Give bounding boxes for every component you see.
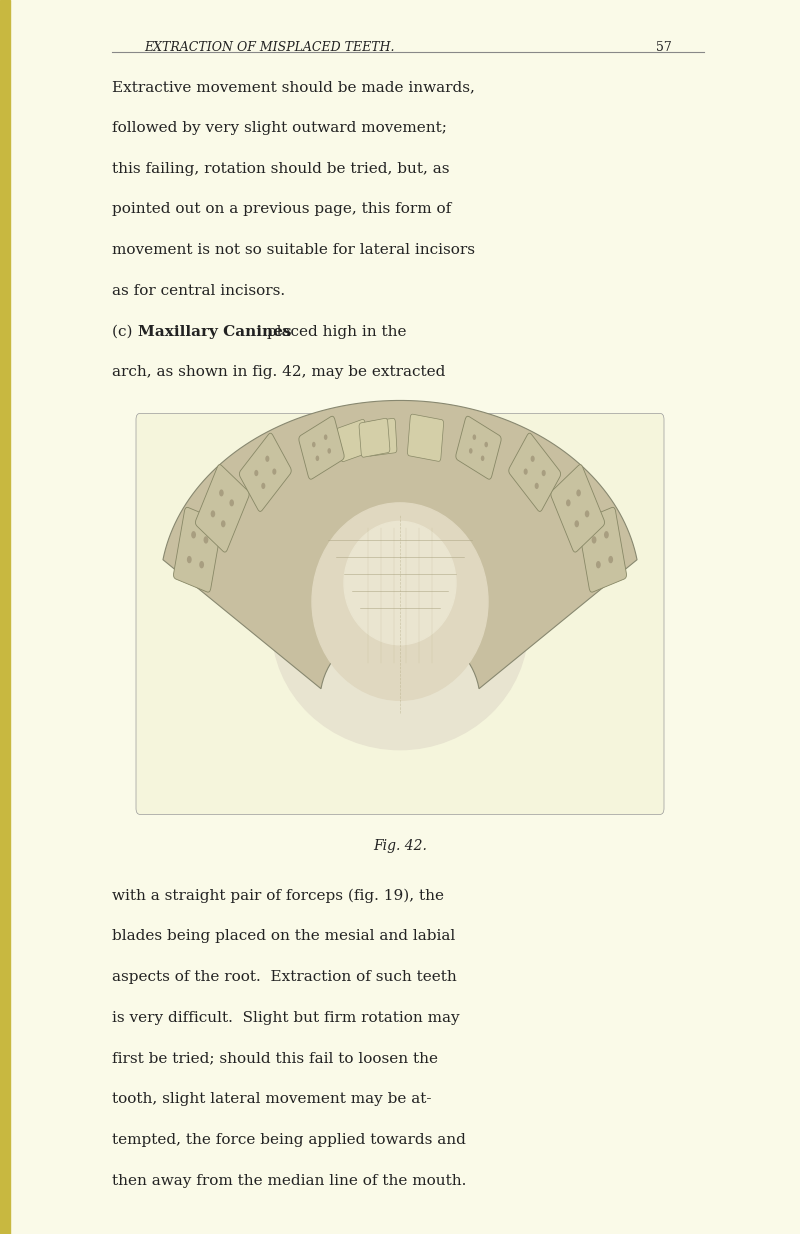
Ellipse shape (566, 500, 570, 506)
Text: then away from the median line of the mouth.: then away from the median line of the mo… (112, 1174, 466, 1187)
Text: followed by very slight outward movement;: followed by very slight outward movement… (112, 121, 447, 135)
FancyBboxPatch shape (407, 415, 444, 462)
Ellipse shape (574, 521, 579, 527)
Text: Maxillary Canines: Maxillary Canines (138, 325, 291, 338)
Ellipse shape (592, 537, 597, 544)
FancyBboxPatch shape (136, 413, 664, 814)
Text: EXTRACTION OF MISPLACED TEETH.: EXTRACTION OF MISPLACED TEETH. (144, 41, 394, 54)
Ellipse shape (312, 442, 315, 448)
Ellipse shape (230, 500, 234, 506)
Ellipse shape (191, 531, 196, 538)
Ellipse shape (481, 455, 485, 462)
FancyBboxPatch shape (359, 418, 390, 458)
Ellipse shape (315, 455, 319, 462)
Ellipse shape (534, 482, 538, 489)
Ellipse shape (210, 511, 215, 517)
Text: Fig. 42.: Fig. 42. (373, 839, 427, 853)
Ellipse shape (266, 455, 270, 462)
Text: with a straight pair of forceps (fig. 19), the: with a straight pair of forceps (fig. 19… (112, 888, 444, 903)
Ellipse shape (585, 511, 590, 517)
Ellipse shape (530, 455, 534, 462)
Text: first be tried; should this fail to loosen the: first be tried; should this fail to loos… (112, 1051, 438, 1065)
Text: pointed out on a previous page, this form of: pointed out on a previous page, this for… (112, 202, 451, 216)
Text: arch, as shown in fig. 42, may be extracted: arch, as shown in fig. 42, may be extrac… (112, 365, 446, 379)
Ellipse shape (219, 490, 224, 496)
Text: placed high in the: placed high in the (262, 325, 406, 338)
Ellipse shape (344, 521, 456, 645)
Ellipse shape (312, 503, 488, 701)
Text: aspects of the root.  Extraction of such teeth: aspects of the root. Extraction of such … (112, 970, 457, 983)
FancyBboxPatch shape (174, 507, 222, 592)
FancyBboxPatch shape (509, 433, 561, 511)
Ellipse shape (203, 537, 208, 544)
Ellipse shape (576, 490, 581, 496)
Text: tooth, slight lateral movement may be at-: tooth, slight lateral movement may be at… (112, 1092, 431, 1106)
Text: 57: 57 (656, 41, 672, 54)
Ellipse shape (272, 469, 276, 475)
Text: as for central incisors.: as for central incisors. (112, 284, 285, 297)
Text: Extractive movement should be made inwards,: Extractive movement should be made inwar… (112, 80, 475, 94)
FancyBboxPatch shape (456, 416, 501, 479)
Ellipse shape (324, 434, 327, 441)
Ellipse shape (272, 503, 528, 750)
FancyBboxPatch shape (551, 464, 605, 552)
Ellipse shape (473, 434, 476, 441)
Ellipse shape (524, 469, 528, 475)
Text: (c): (c) (112, 325, 138, 338)
Ellipse shape (327, 448, 331, 454)
Polygon shape (163, 401, 637, 689)
Text: tempted, the force being applied towards and: tempted, the force being applied towards… (112, 1133, 466, 1146)
Ellipse shape (542, 470, 546, 476)
FancyBboxPatch shape (239, 433, 291, 511)
FancyBboxPatch shape (366, 418, 397, 457)
Text: this failing, rotation should be tried, but, as: this failing, rotation should be tried, … (112, 162, 450, 175)
Ellipse shape (221, 521, 226, 527)
FancyBboxPatch shape (337, 420, 369, 462)
FancyBboxPatch shape (195, 464, 249, 552)
Ellipse shape (254, 470, 258, 476)
Ellipse shape (604, 531, 609, 538)
FancyBboxPatch shape (299, 416, 344, 479)
Ellipse shape (262, 482, 266, 489)
Ellipse shape (485, 442, 488, 448)
Bar (0, 0, 10, 1234)
Text: movement is not so suitable for lateral incisors: movement is not so suitable for lateral … (112, 243, 475, 257)
FancyBboxPatch shape (578, 507, 626, 592)
Ellipse shape (187, 555, 192, 563)
Ellipse shape (469, 448, 473, 454)
Ellipse shape (608, 555, 613, 563)
Ellipse shape (199, 561, 204, 569)
Text: is very difficult.  Slight but firm rotation may: is very difficult. Slight but firm rotat… (112, 1011, 460, 1024)
Ellipse shape (596, 561, 601, 569)
Text: blades being placed on the mesial and labial: blades being placed on the mesial and la… (112, 929, 455, 943)
